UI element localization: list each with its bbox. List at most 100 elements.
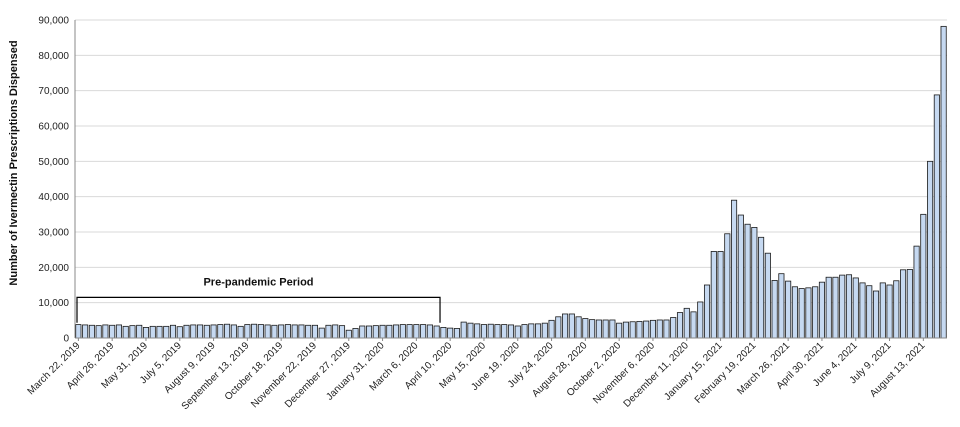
bar [805,287,812,339]
y-tick-label: 70,000 [38,86,69,97]
y-tick-label: 60,000 [38,122,69,133]
bar [203,324,210,339]
y-tick-label: 50,000 [38,157,69,168]
bar [771,280,778,339]
bar [764,252,771,339]
bar [393,324,400,339]
bar [906,269,913,339]
bar [568,313,575,339]
bar [291,324,298,339]
bar [366,325,373,339]
x-tick-label: January 15, 2021 [662,340,725,403]
bar [697,301,704,339]
bar [210,324,217,339]
bar [514,325,521,339]
bar [676,312,684,339]
bar [176,326,183,339]
bar [136,324,143,339]
bar [129,325,136,339]
bar [122,325,129,339]
bar [163,325,170,339]
x-tick-label: December 11, 2020 [622,340,692,410]
bar [399,324,406,339]
grid-layer [75,19,947,304]
axis-layer [74,20,947,339]
bar [487,323,494,339]
x-tick-label: November 6, 2020 [591,340,657,406]
pre-pandemic-label: Pre-pandemic Period [203,276,313,288]
bar [541,322,548,339]
bar [115,324,122,339]
bar [663,319,670,339]
y-tick-label: 10,000 [38,298,69,309]
bar [616,322,623,339]
bar [839,274,846,339]
bar [298,324,305,339]
bar [893,280,900,339]
bar [237,325,244,339]
bar [900,269,907,339]
bar [609,319,616,339]
bar [95,325,102,339]
bar [230,324,237,339]
bar [798,288,805,339]
bar [433,325,440,339]
bar [426,324,433,339]
bar [703,284,711,339]
bar [575,316,582,339]
bar [102,324,109,339]
bar [622,321,629,339]
bar [501,324,508,339]
bar [636,320,643,339]
bar [156,325,163,339]
bar [197,324,204,339]
bar [778,273,785,339]
bar [791,286,798,339]
bar [562,313,569,339]
bar [359,325,366,339]
bar [88,324,95,339]
bar [332,324,339,339]
bar [372,325,379,339]
bar [284,324,291,339]
bar [467,322,474,339]
x-tick-label: January 31, 2020 [324,340,387,403]
bar [420,324,427,339]
bar [859,282,866,339]
bar [507,324,515,339]
bar [183,324,190,339]
bar [602,319,609,339]
bar [690,311,697,339]
bar [264,324,271,339]
bar [656,319,663,339]
bar [548,319,555,339]
bar [142,326,150,339]
bar [521,324,528,339]
bar [927,160,934,339]
bar [406,324,413,339]
pre-pandemic-bracket [76,296,441,323]
bar [913,245,920,339]
bar [785,280,792,339]
y-tick-label: 80,000 [38,51,69,62]
bar [595,319,602,339]
bar [724,233,731,339]
bar [494,324,501,339]
bar [886,284,893,339]
bar [386,324,393,339]
bar [474,323,481,339]
bar [440,326,447,339]
bar [589,319,596,339]
bar [82,324,89,339]
bar [737,214,744,339]
bar [758,236,765,339]
bar [75,324,82,339]
bar [278,324,285,339]
bar [920,213,927,339]
bar [872,290,880,339]
bar [325,324,332,339]
bar [535,323,542,339]
y-tick-labels: 0 10,000 20,000 30,000 40,000 50,000 60,000 70,… [38,16,69,345]
bar [480,324,487,339]
